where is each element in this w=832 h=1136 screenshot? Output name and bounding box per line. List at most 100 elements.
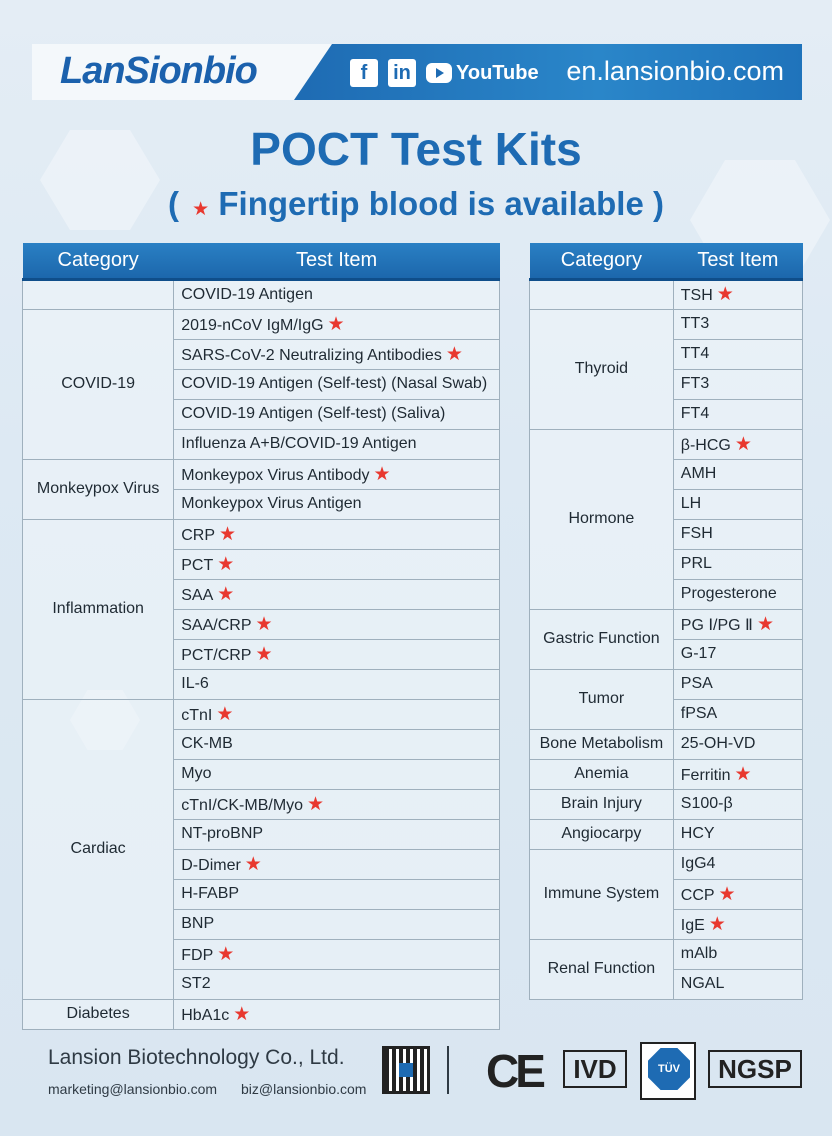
table-row: SAA ★: [23, 578, 500, 610]
test-item-cell: cTnI ★: [173, 698, 500, 730]
test-item-name: IgE: [680, 916, 705, 934]
test-item-cell: LH: [672, 488, 804, 520]
test-item-name: CK-MB: [181, 735, 233, 752]
test-item-name: 25-OH-VD: [680, 735, 756, 752]
star-icon: ★: [327, 313, 345, 335]
test-item-cell: CCP ★: [672, 878, 804, 910]
banner-logo-area: [32, 44, 332, 100]
test-item-name: ST2: [181, 975, 211, 992]
star-icon: ★: [756, 613, 774, 635]
test-item-name: D-Dimer: [181, 856, 241, 874]
tuv-sud-octagon: TÜV SÜD: [648, 1048, 690, 1090]
company-name: Lansion Biotechnology Co., Ltd.: [48, 1046, 345, 1069]
table-row: Progesterone: [530, 578, 804, 610]
test-item-name: AMH: [680, 465, 717, 482]
table-row: Influenza A+B/COVID-19 Antigen: [23, 428, 500, 460]
subtitle-close-paren: ): [652, 185, 664, 222]
table-row: cTnI/CK-MB/Myo ★: [23, 788, 500, 820]
test-item-name: Influenza A+B/COVID-19 Antigen: [181, 435, 417, 452]
background-hexagon: [40, 130, 160, 230]
test-item-name: HCY: [680, 825, 715, 842]
test-item-name: PG Ⅰ/PG Ⅱ: [680, 616, 753, 634]
test-item-cell: cTnI/CK-MB/Myo ★: [173, 788, 500, 820]
table-row: Monkeypox Virus Antigen: [23, 488, 500, 520]
category-cell: Gastric Function: [529, 608, 674, 670]
test-item-cell: FDP ★: [173, 938, 500, 970]
left-test-table: Category Test Item COVID-19 Antigen COVID…: [21, 243, 500, 1030]
test-item-name: PSA: [680, 675, 713, 692]
star-icon: ★: [718, 883, 736, 905]
linkedin-icon[interactable]: in: [388, 59, 416, 87]
footer-divider: [447, 1046, 449, 1094]
test-item-cell: BNP: [173, 908, 500, 940]
table-row: PCT ★: [23, 548, 500, 580]
header-banner: LanSionbio f in YouTube en.lansionbio.co…: [32, 44, 802, 100]
table-row: NGAL: [530, 968, 804, 1000]
table-row: Renal Function mAlb: [529, 938, 804, 1000]
marketing-email[interactable]: marketing@lansionbio.com: [48, 1081, 218, 1097]
table-row: TT4: [530, 338, 804, 370]
test-item-cell: Ferritin ★: [672, 758, 804, 790]
category-cell: COVID-19: [21, 308, 175, 460]
table-row: NT-proBNP: [23, 818, 500, 850]
biz-email[interactable]: biz@lansionbio.com: [240, 1081, 367, 1097]
category-cell: Thyroid: [529, 308, 674, 430]
test-item-cell: fPSA: [672, 698, 804, 730]
category-cell: Hormone: [529, 428, 674, 610]
table-row: COVID-19 Antigen: [21, 278, 500, 310]
test-item-cell: H-FABP: [173, 878, 500, 910]
star-icon: ★: [216, 703, 234, 725]
test-item-cell: Myo: [173, 758, 500, 790]
test-item-name: Ferritin: [680, 766, 731, 784]
website-url[interactable]: en.lansionbio.com: [566, 56, 784, 86]
test-item-name: NGAL: [680, 975, 725, 992]
test-item-cell: SARS-CoV-2 Neutralizing Antibodies ★: [173, 338, 500, 370]
table-row: Myo: [23, 758, 500, 790]
table-row: BNP: [23, 908, 500, 940]
table-row: Cardiac cTnI ★: [21, 698, 500, 1000]
test-item-cell: 25-OH-VD: [672, 728, 804, 760]
test-item-cell: COVID-19 Antigen (Self-test) (Nasal Swab…: [173, 368, 500, 400]
banner-blue-band: [294, 44, 802, 100]
star-icon: ★: [219, 523, 237, 545]
test-item-name: 2019-nCoV IgM/IgG: [181, 316, 324, 334]
table-row: Immune System IgG4: [529, 848, 804, 940]
test-item-name: SAA/CRP: [181, 616, 252, 634]
test-item-name: Progesterone: [680, 585, 777, 602]
category-cell: [21, 278, 175, 310]
table-row: CK-MB: [23, 728, 500, 760]
table-row: H-FABP: [23, 878, 500, 910]
test-item-cell: FT4: [672, 398, 804, 430]
test-item-cell: 2019-nCoV IgM/IgG ★: [173, 308, 500, 340]
facebook-icon[interactable]: f: [350, 59, 378, 87]
test-item-cell: SAA ★: [173, 578, 500, 610]
test-item-cell: Monkeypox Virus Antigen: [173, 488, 500, 520]
table-row: IgE ★: [530, 908, 804, 940]
test-item-name: Monkeypox Virus Antibody: [181, 466, 370, 484]
star-icon: ★: [255, 643, 273, 665]
test-item-name: LH: [680, 495, 702, 512]
youtube-link[interactable]: YouTube: [426, 62, 539, 85]
category-cell: Renal Function: [529, 938, 674, 1000]
test-item-name: fPSA: [680, 705, 718, 722]
test-item-cell: G-17: [672, 638, 804, 670]
category-cell: [529, 278, 674, 310]
test-item-name: TSH: [680, 287, 713, 304]
table-row: PRL: [530, 548, 804, 580]
category-cell: Diabetes: [21, 998, 175, 1030]
test-item-name: CRP: [181, 526, 216, 544]
table-row: D-Dimer ★: [23, 848, 500, 880]
test-item-name: SARS-CoV-2 Neutralizing Antibodies: [181, 346, 442, 364]
table-row: COVID-19 2019-nCoV IgM/IgG ★: [21, 308, 500, 460]
table-row: SARS-CoV-2 Neutralizing Antibodies ★: [23, 338, 500, 370]
test-item-cell: Influenza A+B/COVID-19 Antigen: [173, 428, 500, 460]
test-item-name: cTnI: [181, 706, 213, 724]
table-row: LH: [530, 488, 804, 520]
table-row: TSH ★: [529, 278, 804, 310]
subtitle-text: Fingertip blood is available: [218, 185, 644, 222]
test-item-cell: PCT/CRP ★: [173, 638, 500, 670]
test-item-cell: NGAL: [672, 968, 804, 1000]
test-item-name: PCT: [181, 556, 214, 574]
column-header-category: Category: [529, 243, 674, 281]
test-item-cell: mAlb: [672, 938, 804, 970]
